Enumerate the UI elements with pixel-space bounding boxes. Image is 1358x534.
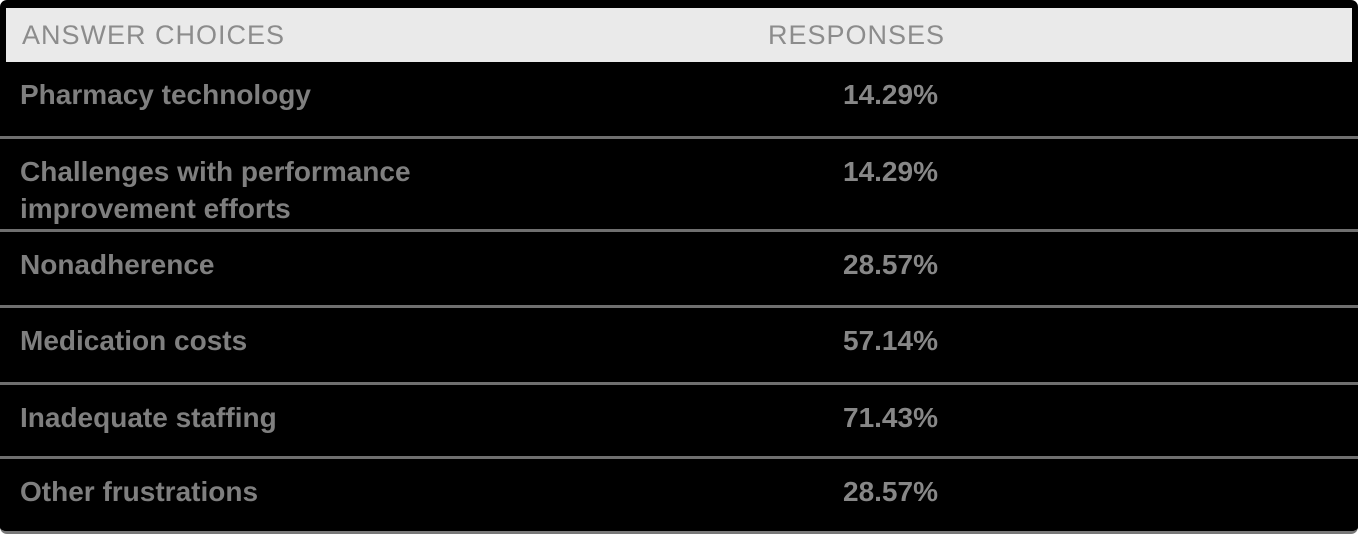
- answer-choice-label: Medication costs: [20, 325, 248, 356]
- table-row: Medication costs 57.14%: [0, 308, 1358, 385]
- response-percentage: 28.57%: [843, 249, 938, 280]
- column-header-responses: RESPONSES: [768, 19, 946, 50]
- answer-choice-label: Other frustrations: [20, 476, 259, 507]
- table-header-row: ANSWER CHOICES RESPONSES: [6, 8, 1352, 62]
- table-row: Challenges with performance improvement …: [0, 139, 1358, 232]
- response-percentage: 28.57%: [843, 476, 938, 507]
- table-row: Nonadherence 28.57%: [0, 232, 1358, 308]
- response-percentage: 71.43%: [843, 402, 938, 433]
- response-percentage: 14.29%: [843, 79, 938, 110]
- answer-choice-label: Inadequate staffing: [20, 402, 277, 433]
- column-header-answer-choices: ANSWER CHOICES: [22, 19, 286, 50]
- table-row: Inadequate staffing 71.43%: [0, 385, 1358, 459]
- answer-choice-label: Challenges with performance improvement …: [20, 156, 411, 224]
- answer-choice-label: Pharmacy technology: [20, 79, 311, 110]
- response-percentage: 14.29%: [843, 156, 938, 187]
- table-row: Other frustrations 28.57%: [0, 459, 1358, 531]
- answer-choice-label: Nonadherence: [20, 249, 215, 280]
- response-percentage: 57.14%: [843, 325, 938, 356]
- table-body: Pharmacy technology 14.29% Challenges wi…: [0, 62, 1358, 531]
- table-row: Pharmacy technology 14.29%: [0, 62, 1358, 139]
